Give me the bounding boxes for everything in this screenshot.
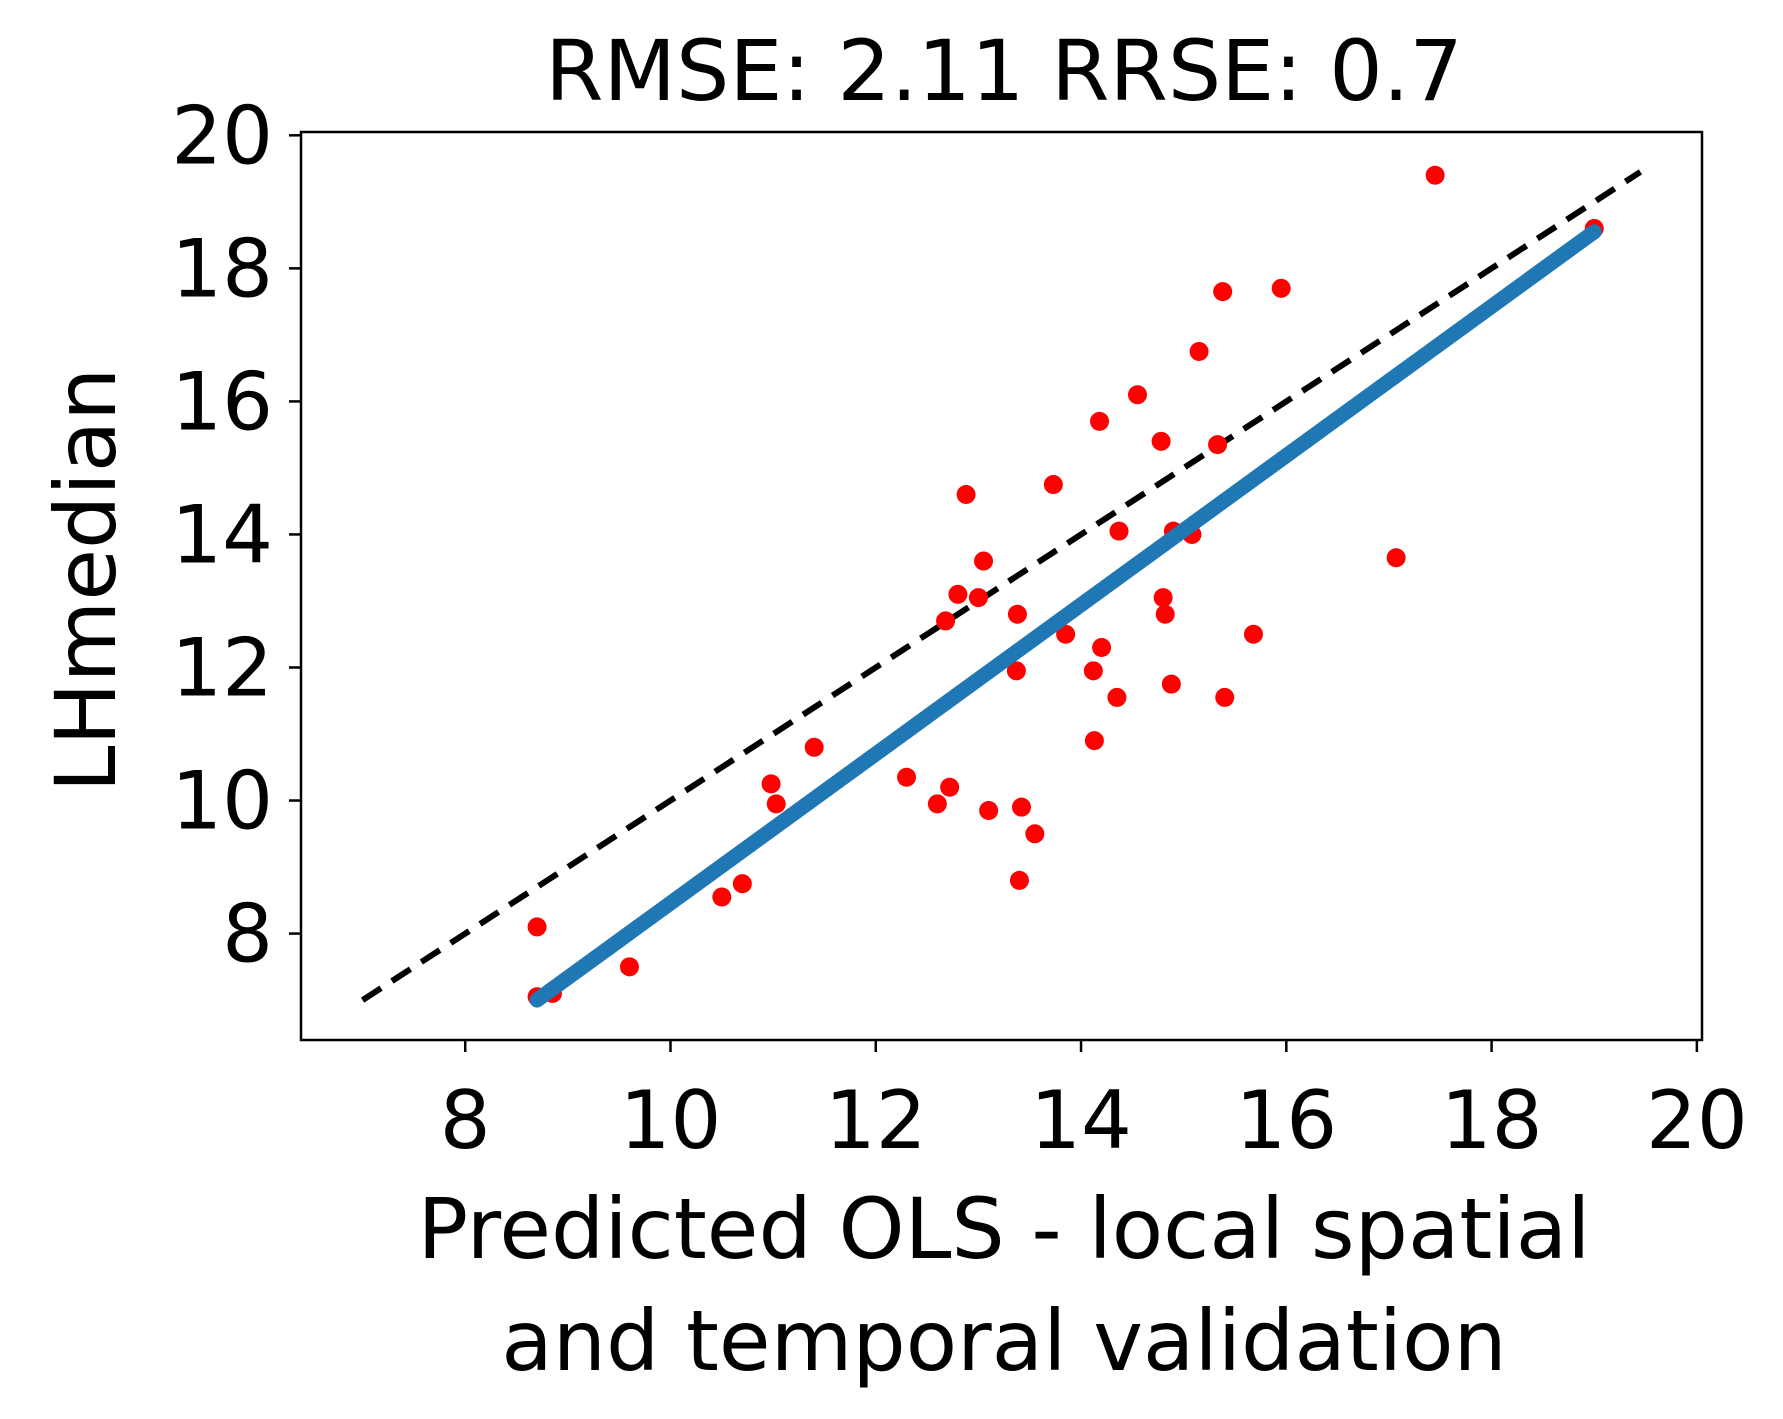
y-tick-label: 18	[171, 222, 273, 315]
scatter-point	[1155, 604, 1175, 624]
scatter-point	[1090, 411, 1110, 431]
scatter-point	[1025, 824, 1045, 844]
scatter-point	[1127, 385, 1147, 405]
scatter-point	[968, 588, 988, 608]
scatter-point	[1012, 797, 1032, 817]
x-tick-label: 18	[1441, 1074, 1543, 1167]
y-axis-ticks: 8 10 12 14 16 18 20	[171, 89, 301, 981]
y-axis-label: LHmedian	[37, 368, 135, 793]
scatter-point	[732, 874, 752, 894]
scatter-point	[979, 801, 999, 821]
chart-title: RMSE: 2.11 RRSE: 0.7	[545, 22, 1463, 120]
scatter-point	[956, 485, 976, 505]
scatter-point	[1056, 624, 1076, 644]
y-tick-label: 10	[171, 755, 273, 848]
scatter-point	[936, 611, 956, 631]
y-tick-label: 14	[171, 488, 273, 581]
x-axis-label-line-2: and temporal validation	[501, 1292, 1507, 1390]
x-axis-ticks: 8 10 12 14 16 18 20	[440, 1040, 1748, 1167]
y-tick-label: 20	[171, 89, 273, 182]
scatter-point	[1043, 475, 1063, 495]
x-tick-label: 20	[1646, 1074, 1748, 1167]
scatter-point	[974, 551, 994, 571]
scatter-point	[1153, 588, 1173, 608]
x-axis-label-line-1: Predicted OLS - local spatial	[417, 1180, 1590, 1278]
scatter-point	[1107, 687, 1127, 707]
scatter-point	[712, 887, 732, 907]
scatter-point	[1161, 674, 1181, 694]
scatter-point	[940, 777, 960, 797]
scatter-point	[897, 767, 917, 787]
scatter-point	[1189, 342, 1209, 362]
scatter-point	[1151, 431, 1171, 451]
scatter-point	[927, 794, 947, 814]
scatter-point	[1092, 638, 1112, 658]
y-tick-label: 16	[171, 355, 273, 448]
x-tick-label: 8	[440, 1074, 491, 1167]
scatter-point	[1109, 521, 1129, 541]
scatter-point	[1386, 548, 1406, 568]
regression-fit-line	[529, 224, 1602, 1008]
x-tick-label: 12	[825, 1074, 927, 1167]
scatter-point	[761, 774, 781, 794]
scatter-point	[948, 584, 968, 604]
scatter-point	[1243, 624, 1263, 644]
scatter-point	[619, 957, 639, 977]
scatter-point	[1083, 661, 1103, 681]
y-tick-label: 12	[171, 621, 273, 714]
scatter-point	[1009, 870, 1029, 890]
scatter-point	[1213, 282, 1233, 302]
scatter-point	[1084, 731, 1104, 751]
scatter-point	[1208, 435, 1228, 455]
plot-area	[299, 130, 1704, 1042]
scatter-point	[1006, 661, 1026, 681]
scatter-point	[804, 737, 824, 757]
axes-frame	[299, 130, 1704, 1042]
scatter-point	[1271, 278, 1291, 298]
scatter-point	[766, 794, 786, 814]
scatter-point	[1007, 604, 1027, 624]
identity-dashed-line	[360, 169, 1643, 1003]
x-tick-label: 14	[1030, 1074, 1132, 1167]
x-tick-label: 16	[1235, 1074, 1337, 1167]
scatter-point	[527, 917, 547, 937]
scatter-point	[1215, 687, 1235, 707]
scatter-point	[1425, 165, 1445, 185]
y-tick-label: 8	[222, 888, 273, 981]
x-tick-label: 10	[620, 1074, 722, 1167]
